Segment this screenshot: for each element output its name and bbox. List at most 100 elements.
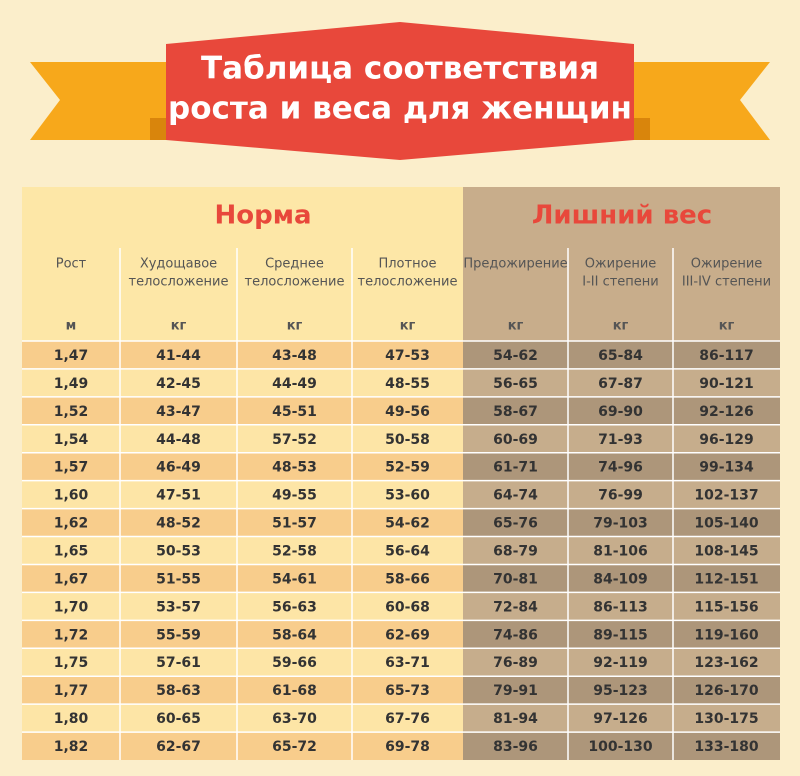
row-bg	[22, 424, 463, 453]
cell: 49-56	[385, 404, 430, 420]
cell: 1,60	[54, 488, 89, 504]
unit-label: кг	[171, 319, 187, 334]
cell: 61-71	[493, 460, 538, 476]
cell: 1,75	[54, 655, 89, 671]
cell: 42-45	[156, 376, 201, 392]
cell: 43-47	[156, 404, 201, 420]
cell: 53-57	[156, 599, 201, 615]
cell: 64-74	[493, 488, 538, 504]
cell: 56-64	[385, 544, 430, 560]
row-bg	[463, 620, 780, 649]
cell: 1,62	[54, 516, 89, 532]
cell: 97-126	[593, 711, 648, 727]
column-header: I-II степени	[582, 275, 659, 290]
cell: 67-76	[385, 711, 430, 727]
cell: 86-117	[699, 348, 754, 364]
cell: 74-86	[493, 627, 538, 643]
row-bg	[22, 341, 463, 369]
cell: 92-119	[593, 655, 648, 671]
unit-label: кг	[613, 319, 629, 334]
table: Норма Лишний вес 1,47 41-44 43-48 47-53 54-62 6…	[22, 187, 780, 760]
unit-label: кг	[508, 319, 524, 334]
cell: 48-52	[156, 516, 201, 532]
cell: 58-63	[156, 683, 201, 699]
cell: 1,47	[54, 348, 89, 364]
cell: 1,49	[54, 376, 89, 392]
row-bg	[463, 341, 780, 369]
cell: 86-113	[593, 599, 648, 615]
cell: 100-130	[588, 739, 653, 755]
cell: 52-58	[272, 544, 317, 560]
cell: 69-90	[598, 404, 643, 420]
column-header: Худощавое	[140, 257, 217, 272]
cell: 1,67	[54, 571, 89, 587]
cell: 76-99	[598, 488, 643, 504]
cell: 76-89	[493, 655, 538, 671]
row-bg	[463, 676, 780, 705]
cell: 50-58	[385, 432, 430, 448]
row-bg	[22, 452, 463, 481]
cell: 68-79	[493, 544, 538, 560]
cell: 63-71	[385, 655, 430, 671]
cell: 70-81	[493, 571, 538, 587]
group-header: Лишний вес	[532, 201, 712, 231]
group-header: Норма	[214, 201, 311, 231]
cell: 51-55	[156, 571, 201, 587]
cell: 54-62	[385, 516, 430, 532]
cell: 133-180	[694, 739, 759, 755]
row-bg	[22, 676, 463, 705]
cell: 81-106	[593, 544, 648, 560]
cell: 60-65	[156, 711, 201, 727]
row-bg	[463, 648, 780, 677]
cell: 54-62	[493, 348, 538, 364]
cell: 71-93	[598, 432, 643, 448]
cell: 67-87	[598, 376, 643, 392]
cell: 56-63	[272, 599, 317, 615]
cell: 44-48	[156, 432, 201, 448]
cell: 58-67	[493, 404, 538, 420]
banner-box	[166, 22, 634, 160]
row-bg	[463, 592, 780, 621]
row-bg	[22, 620, 463, 649]
row-bg	[463, 564, 780, 593]
column-header: телосложение	[245, 275, 345, 290]
row-bg	[22, 368, 463, 397]
cell: 92-126	[699, 404, 754, 420]
banner: Таблица соответствия роста и веса для же…	[30, 22, 770, 160]
cell: 84-109	[593, 571, 648, 587]
cell: 96-129	[699, 432, 754, 448]
cell: 52-59	[385, 460, 430, 476]
cell: 63-70	[272, 711, 317, 727]
row-bg	[22, 732, 463, 760]
cell: 43-48	[272, 348, 317, 364]
cell: 55-59	[156, 627, 201, 643]
cell: 102-137	[694, 488, 758, 504]
cell: 58-66	[385, 571, 430, 587]
cell: 58-64	[272, 627, 317, 643]
cell: 1,52	[54, 404, 89, 420]
cell: 41-44	[156, 348, 201, 364]
cell: 105-140	[694, 516, 759, 532]
cell: 1,77	[54, 683, 89, 699]
cell: 1,72	[54, 627, 89, 643]
row-bg	[463, 452, 780, 481]
unit-label: кг	[719, 319, 735, 334]
cell: 45-51	[272, 404, 317, 420]
cell: 79-103	[593, 516, 648, 532]
cell: 65-72	[272, 739, 317, 755]
cell: 47-53	[385, 348, 430, 364]
row-bg	[463, 396, 780, 425]
cell: 47-51	[156, 488, 201, 504]
title-line: Таблица соответствия	[201, 51, 599, 87]
cell: 59-66	[272, 655, 317, 671]
row-bg	[22, 592, 463, 621]
cell: 61-68	[272, 683, 317, 699]
column-header: Плотное	[378, 257, 436, 272]
cell: 1,70	[54, 599, 89, 615]
row-bg	[22, 564, 463, 593]
cell: 123-162	[694, 655, 758, 671]
cell: 62-67	[156, 739, 201, 755]
column-header: Ожирение	[585, 257, 657, 272]
ribbon-right-tail	[615, 62, 770, 140]
cell: 99-134	[699, 460, 754, 476]
